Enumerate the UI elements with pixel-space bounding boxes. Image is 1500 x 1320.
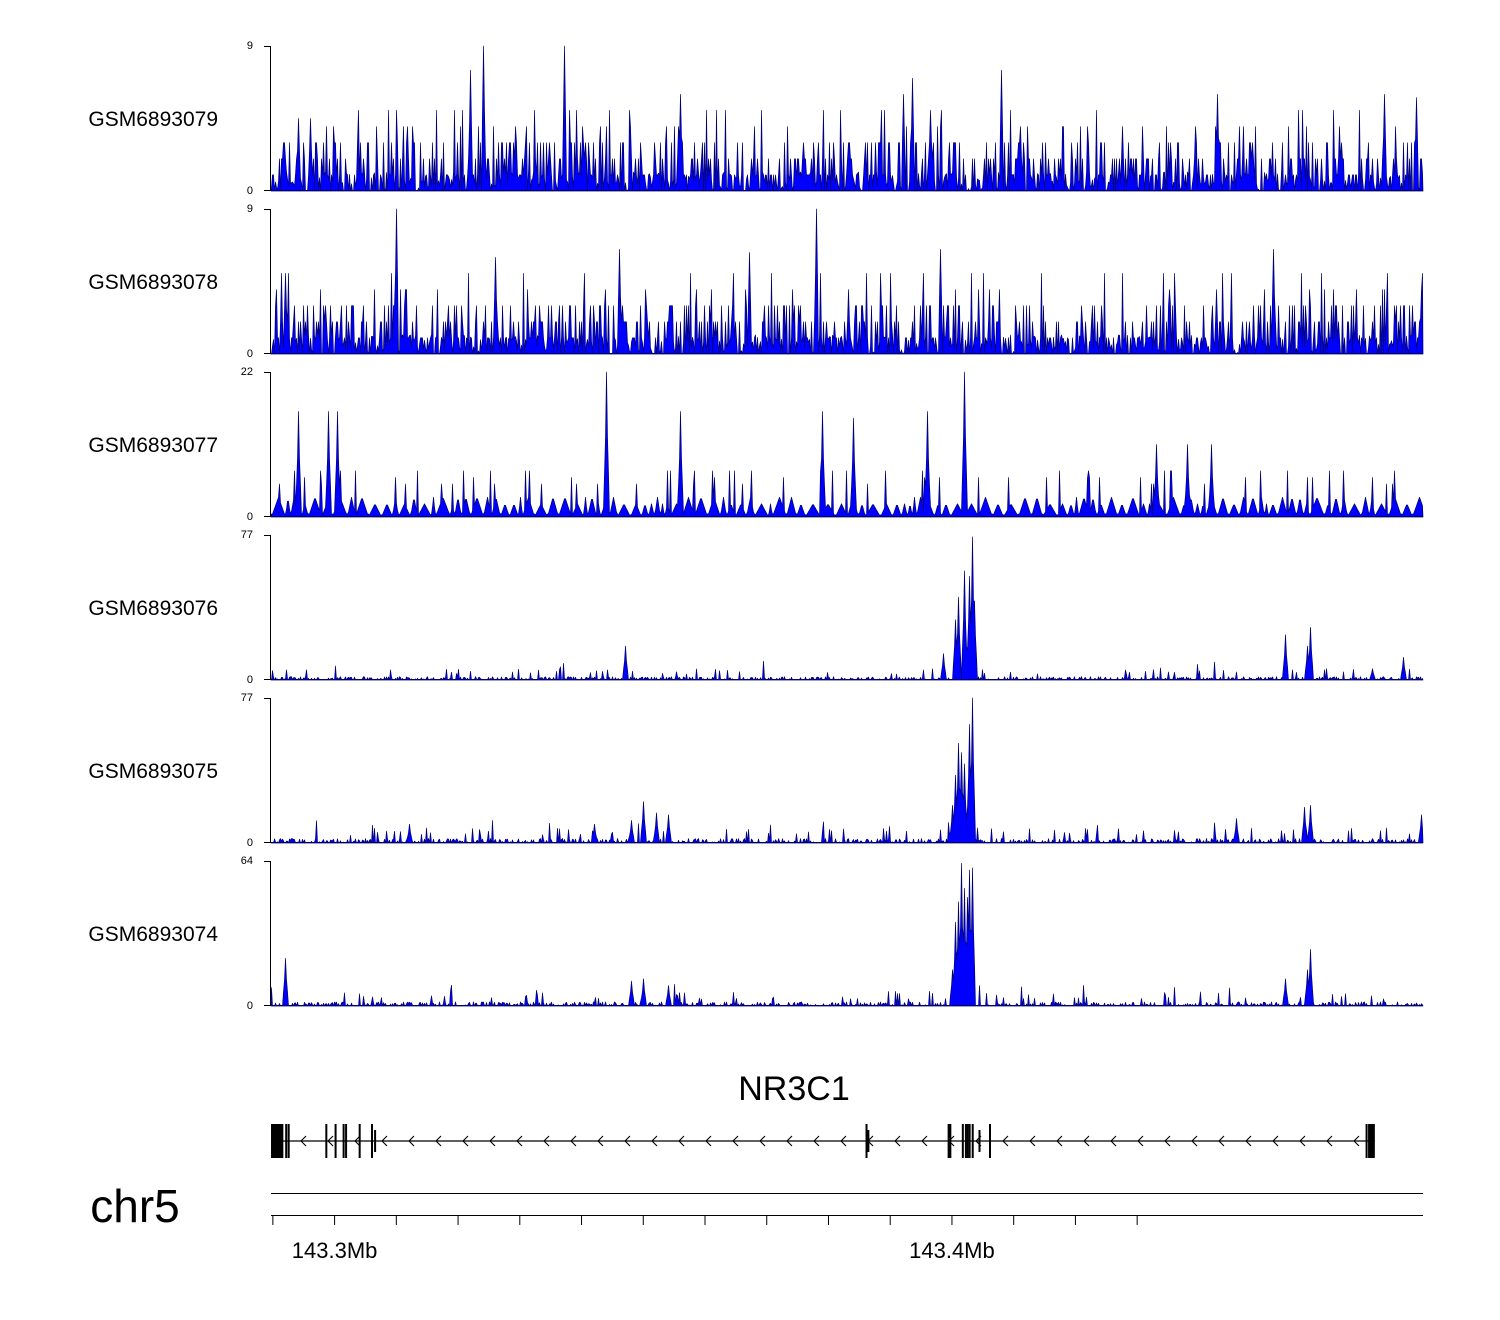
track-GSM6893077: GSM6893077 22 0 <box>88 366 1424 523</box>
genome-axis: chr5 143.3Mb 143.4Mb <box>90 1180 1423 1263</box>
axis-tick-label: 143.3Mb <box>292 1238 378 1263</box>
track-GSM6893076: GSM6893076 77 0 <box>88 529 1424 686</box>
y-min-label: 0 <box>247 1000 253 1012</box>
exon-block <box>334 1124 337 1158</box>
strand-arrow <box>1245 1135 1252 1147</box>
exon-block <box>325 1124 328 1158</box>
strand-arrow <box>327 1135 334 1147</box>
y-min-label: 0 <box>247 185 253 197</box>
exon-block <box>287 1124 290 1158</box>
exon-block <box>358 1124 361 1158</box>
strand-arrow <box>1353 1135 1360 1147</box>
signal-area <box>270 862 1424 1007</box>
track-GSM6893074: GSM6893074 64 0 <box>88 855 1424 1012</box>
track-label: GSM6893079 <box>88 108 218 131</box>
signal-area <box>270 45 1424 192</box>
strand-arrow <box>1164 1135 1171 1147</box>
exon-block <box>374 1130 377 1152</box>
strand-arrow <box>300 1135 307 1147</box>
strand-arrow <box>1029 1135 1036 1147</box>
exon-block <box>342 1124 345 1158</box>
strand-arrow <box>1056 1135 1063 1147</box>
y-max-label: 9 <box>247 40 253 52</box>
strand-arrow <box>435 1135 442 1147</box>
gene-model <box>271 1124 1375 1158</box>
strand-arrow <box>1083 1135 1090 1147</box>
axis-tick-label: 143.4Mb <box>909 1238 995 1263</box>
strand-arrow <box>759 1135 766 1147</box>
track-label: GSM6893077 <box>88 434 218 457</box>
y-min-label: 0 <box>247 511 253 523</box>
strand-arrow <box>1110 1135 1117 1147</box>
exon-block <box>279 1124 282 1158</box>
exon-block <box>285 1124 288 1158</box>
strand-arrow <box>732 1135 739 1147</box>
gene-label: NR3C1 <box>738 1070 849 1108</box>
strand-arrow <box>489 1135 496 1147</box>
strand-arrow <box>543 1135 550 1147</box>
strand-arrow <box>894 1135 901 1147</box>
strand-arrow <box>1137 1135 1144 1147</box>
signal-tracks: GSM689307990GSM689307890GSM6893077220GSM… <box>88 40 1424 1012</box>
strand-arrow <box>381 1135 388 1147</box>
strand-arrow <box>813 1135 820 1147</box>
strand-arrow <box>624 1135 631 1147</box>
strand-arrow <box>462 1135 469 1147</box>
y-min-label: 0 <box>247 674 253 686</box>
exon-block <box>371 1124 374 1158</box>
track-label: GSM6893075 <box>88 760 218 783</box>
strand-arrow <box>1272 1135 1279 1147</box>
signal-area <box>270 208 1424 355</box>
exon-block <box>988 1124 991 1158</box>
signal-area <box>270 536 1424 681</box>
y-max-label: 9 <box>247 203 253 215</box>
y-max-label: 64 <box>241 855 253 867</box>
exon-block <box>865 1124 868 1158</box>
track-GSM6893079: GSM6893079 9 0 <box>88 40 1424 197</box>
track-label: GSM6893078 <box>88 271 218 294</box>
track-label: GSM6893076 <box>88 597 218 620</box>
exon-block <box>964 1124 967 1158</box>
track-label: GSM6893074 <box>88 923 218 946</box>
exon-block <box>978 1130 981 1152</box>
strand-arrow <box>408 1135 415 1147</box>
gene-track: NR3C1 <box>271 1070 1375 1158</box>
exon-block <box>1365 1124 1368 1158</box>
exon-block <box>961 1124 964 1158</box>
strand-arrow <box>921 1135 928 1147</box>
chromosome-label: chr5 <box>90 1180 179 1232</box>
strand-arrow <box>1002 1135 1009 1147</box>
strand-arrow <box>678 1135 685 1147</box>
y-min-label: 0 <box>247 348 253 360</box>
exon-block <box>867 1130 870 1152</box>
track-GSM6893075: GSM6893075 77 0 <box>88 692 1424 849</box>
strand-arrow <box>705 1135 712 1147</box>
strand-arrow <box>651 1135 658 1147</box>
strand-arrow <box>1299 1135 1306 1147</box>
exon-block <box>345 1124 348 1158</box>
signal-area <box>270 371 1424 518</box>
strand-arrow <box>516 1135 523 1147</box>
exon-block <box>968 1124 971 1158</box>
strand-arrow <box>597 1135 604 1147</box>
exon-block <box>966 1124 969 1158</box>
strand-arrow <box>1326 1135 1333 1147</box>
track-GSM6893078: GSM6893078 9 0 <box>88 203 1424 360</box>
strand-arrow <box>570 1135 577 1147</box>
strand-arrow <box>354 1135 361 1147</box>
y-max-label: 77 <box>241 529 253 541</box>
y-min-label: 0 <box>247 837 253 849</box>
strand-arrow <box>1191 1135 1198 1147</box>
exon-block <box>1368 1124 1375 1158</box>
strand-arrow <box>840 1135 847 1147</box>
strand-arrow <box>1218 1135 1225 1147</box>
exon-block <box>947 1124 952 1158</box>
y-max-label: 22 <box>241 366 253 378</box>
y-max-label: 77 <box>241 692 253 704</box>
signal-area <box>270 697 1424 844</box>
strand-arrow <box>786 1135 793 1147</box>
exon-block <box>971 1124 974 1158</box>
